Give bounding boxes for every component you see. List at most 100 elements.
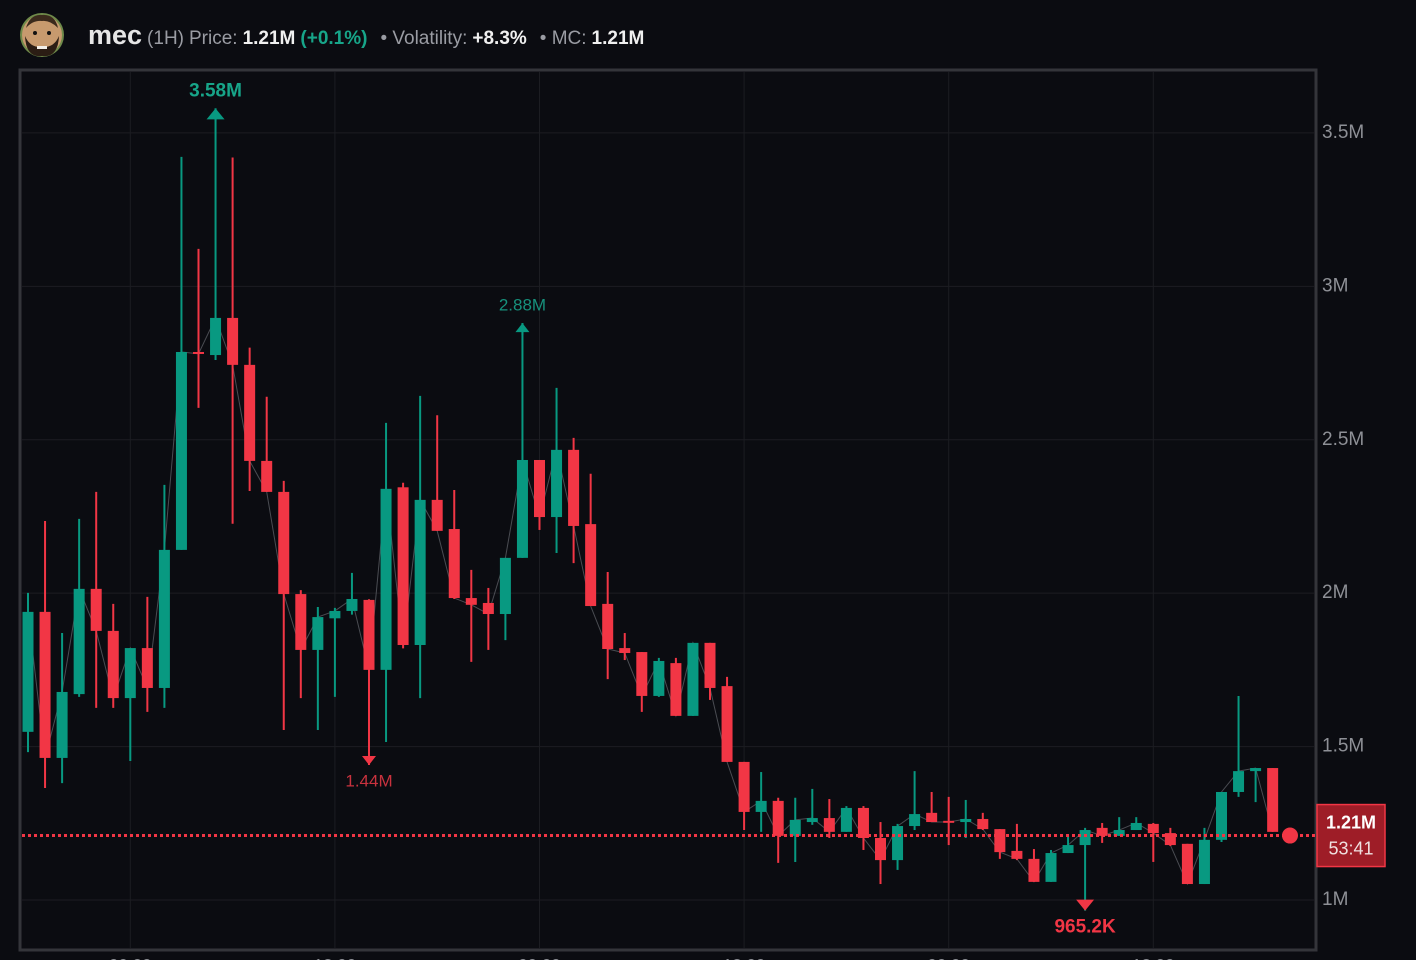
candle-body [516, 459, 528, 558]
plot-frame [18, 68, 1318, 952]
x-tick-label: 12:00 [314, 955, 357, 960]
candle-body [1113, 830, 1125, 836]
candle-body [295, 594, 307, 650]
candle-body [278, 491, 290, 595]
y-tick-label: 1.5M [1322, 736, 1364, 757]
y-tick-label: 3M [1322, 275, 1348, 296]
x-tick-label: 12:00 [1132, 955, 1175, 960]
candle-body [1130, 822, 1142, 831]
candle-body [875, 838, 886, 861]
candle-body [1011, 850, 1023, 859]
candle-body [1096, 827, 1108, 836]
candle-body [551, 449, 563, 518]
candle-body [1267, 768, 1279, 832]
interval: (1H) [147, 28, 184, 49]
candle-body [346, 598, 358, 611]
volatility-label: • Volatility: [380, 28, 468, 49]
candle-body [158, 549, 170, 688]
candle-body [431, 499, 443, 531]
candle-body [534, 459, 545, 518]
token-name: mec [88, 20, 143, 50]
candle-body [721, 686, 733, 762]
candle-body [670, 663, 682, 716]
last-price-label: 1.21M [1326, 812, 1376, 832]
annotation-label: 965.2K [1054, 917, 1116, 938]
candle-body [1079, 830, 1091, 846]
candle-body [1147, 823, 1159, 834]
candle-body [772, 800, 784, 836]
candle-body [39, 611, 51, 758]
candle-body [380, 488, 392, 670]
candle-body [363, 599, 375, 670]
y-tick-label: 1M [1322, 889, 1348, 910]
volatility: +8.3% [472, 28, 527, 49]
candle-body [1062, 845, 1074, 854]
candle-body [977, 818, 989, 830]
candle-body [602, 603, 614, 649]
y-tick-label: 3.5M [1322, 122, 1364, 143]
avatar [20, 13, 64, 57]
candle-body [56, 691, 68, 758]
candle-body [994, 829, 1006, 853]
candle-body [1028, 858, 1040, 882]
candle-body [397, 487, 409, 646]
candle-body [1164, 833, 1176, 846]
header: mec (1H) Price: 1.21M (+0.1%) • Volatili… [88, 20, 644, 52]
candle-body [414, 499, 426, 646]
candle-body [22, 611, 34, 732]
candle-body [585, 524, 597, 607]
candle-body [227, 317, 239, 365]
candle-body [892, 826, 904, 861]
candle-body [448, 529, 460, 599]
candle-body [568, 449, 580, 526]
candle-body [1216, 791, 1227, 840]
candle-body [636, 652, 648, 696]
close-line [27, 316, 1274, 886]
market-cap: 1.21M [591, 28, 645, 49]
price-change: (+0.1%) [300, 28, 368, 49]
mc-label: • MC: [539, 28, 587, 49]
y-tick-label: 2.5M [1322, 429, 1364, 450]
x-tick-label: 00:00 [927, 955, 970, 960]
candle-body [1233, 771, 1245, 792]
annotation-arrow [206, 108, 225, 120]
candle-body [312, 617, 324, 650]
price-label: Price: [189, 28, 238, 49]
candle-body [823, 818, 835, 832]
candle-body [124, 648, 136, 699]
candle-body [738, 761, 750, 812]
candle-body [1045, 853, 1057, 882]
candle-body [465, 598, 477, 605]
candle-body [755, 800, 767, 812]
countdown: 53:41 [1328, 838, 1373, 858]
last-price-box [1316, 803, 1386, 868]
candle-body [73, 588, 85, 695]
candle-body [1198, 839, 1210, 885]
y-tick-label: 2M [1322, 582, 1348, 603]
candle-body [90, 588, 102, 631]
candle-body [960, 818, 972, 823]
candle-body [687, 642, 699, 716]
annotation-arrow [515, 323, 530, 333]
candle-body [107, 630, 119, 699]
candle-body [329, 610, 341, 619]
candle-body [1181, 843, 1193, 885]
candle-body [141, 648, 153, 688]
candle-body [909, 814, 921, 827]
candle-body [926, 812, 938, 823]
candle-body [619, 648, 631, 653]
candle-body [193, 351, 204, 354]
candle-body [175, 351, 187, 550]
candle-body [482, 602, 494, 615]
candle-body [499, 557, 511, 615]
candle-body [943, 820, 955, 823]
candle-body [857, 807, 869, 839]
annotation-label: 1.44M [345, 771, 392, 790]
candle-body [840, 807, 852, 832]
annotation-label: 2.88M [499, 296, 546, 315]
candle-body [806, 818, 818, 823]
candle-body [653, 660, 665, 696]
candle-body [789, 819, 801, 836]
